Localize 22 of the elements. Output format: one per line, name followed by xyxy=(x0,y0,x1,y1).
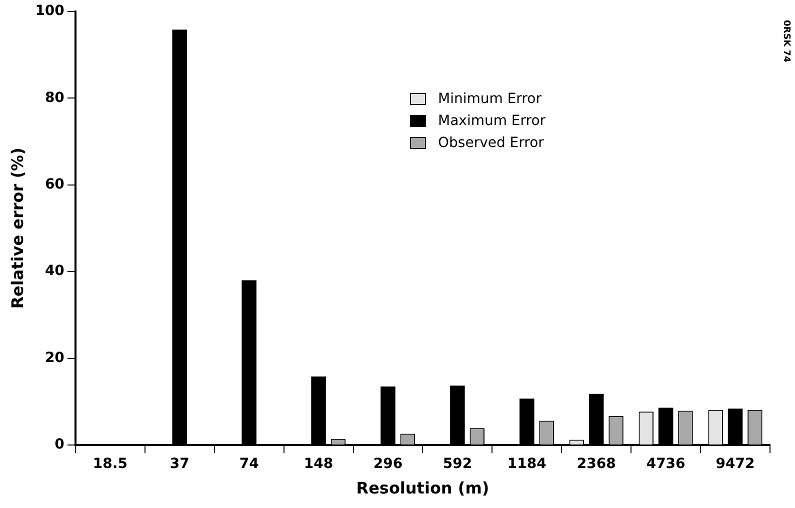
x-tick-label: 74 xyxy=(239,456,260,472)
x-axis-title: Resolution (m) xyxy=(356,478,490,498)
x-tick-label: 148 xyxy=(304,456,334,472)
y-tick-label: 100 xyxy=(35,3,65,20)
y-tick-label: 0 xyxy=(54,436,65,453)
x-tick-label: 592 xyxy=(442,456,472,472)
y-tick-label: 80 xyxy=(44,90,65,106)
text: 0RSK 74 xyxy=(781,20,791,62)
x-tick-label: 37 xyxy=(170,456,190,472)
y-axis-title: Relative error (%) xyxy=(8,148,27,309)
legend-label: Minimum Error xyxy=(438,91,542,107)
x-tick-label: 296 xyxy=(373,456,403,472)
x-tick-label: 9472 xyxy=(716,456,755,472)
y-tick-label: 40 xyxy=(44,263,65,280)
y-tick-label: 20 xyxy=(44,350,65,366)
x-tick-label: 1184 xyxy=(507,456,547,472)
legend-label: Observed Error xyxy=(438,135,544,151)
x-tick-label: 4736 xyxy=(646,456,686,472)
legend-label: Maximum Error xyxy=(438,113,546,129)
x-tick-label: 2368 xyxy=(576,456,616,472)
x-tick-label: 18.5 xyxy=(92,456,128,472)
y-tick-label: 60 xyxy=(44,176,65,192)
